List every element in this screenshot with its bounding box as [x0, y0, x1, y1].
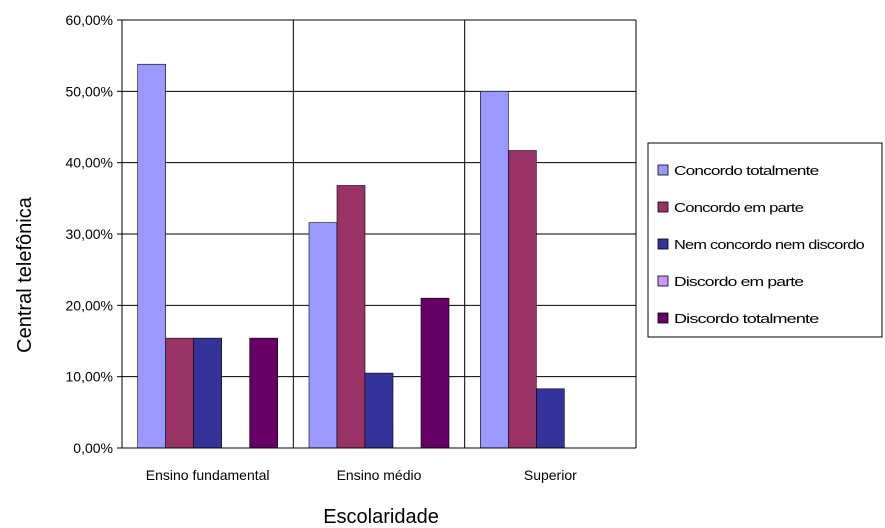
y-tick-label: 30,00%	[66, 226, 113, 242]
y-tick-label: 60,00%	[66, 12, 113, 28]
legend-label: Concordo totalmente	[674, 163, 819, 178]
legend-swatch	[657, 201, 669, 213]
legend-label: Discordo totalmente	[674, 311, 819, 326]
x-category-labels: Ensino fundamental Ensino médio Superior	[146, 467, 577, 483]
legend-label: Concordo em parte	[674, 200, 804, 215]
bar-4-0	[249, 337, 278, 449]
y-tick-label: 0,00%	[73, 440, 113, 456]
y-tick-label: 50,00%	[66, 83, 113, 99]
y-tick-label: 10,00%	[66, 369, 113, 385]
bar-2-2	[536, 388, 565, 449]
legend-box	[647, 142, 883, 338]
bar-2-0	[193, 337, 222, 449]
y-tick-label: 20,00%	[66, 297, 113, 313]
x-category-label: Ensino fundamental	[146, 467, 270, 483]
bar-4-1	[420, 297, 450, 449]
legend: Concordo totalmente Concordo em parte Nem …	[647, 142, 883, 338]
y-tick-label: 40,00%	[66, 155, 113, 171]
y-tick-labels: 0,00% 10,00% 20,00% 30,00% 40,00% 50,00% 60,00…	[66, 12, 113, 456]
x-axis-title: Escolaridade	[323, 506, 439, 528]
bar-0-1	[308, 222, 338, 449]
legend-label: Nem concordo nem discordo	[674, 237, 864, 252]
legend-swatch	[657, 164, 669, 176]
bar-2-1	[364, 372, 394, 449]
bar-1-0	[165, 337, 194, 449]
legend-swatch	[657, 312, 669, 324]
legend-swatch	[657, 238, 669, 250]
legend-swatch	[657, 275, 669, 287]
y-axis-title: Central telefônica	[14, 196, 36, 353]
legend-label: Discordo em parte	[674, 274, 804, 289]
bar-1-2	[508, 150, 537, 449]
bar-0-0	[137, 63, 166, 449]
x-category-label: Superior	[524, 467, 577, 483]
bars	[137, 63, 565, 449]
x-category-label: Ensino médio	[337, 467, 422, 483]
bar-1-1	[336, 185, 366, 449]
bar-0-2	[480, 91, 509, 449]
axes	[121, 19, 637, 449]
